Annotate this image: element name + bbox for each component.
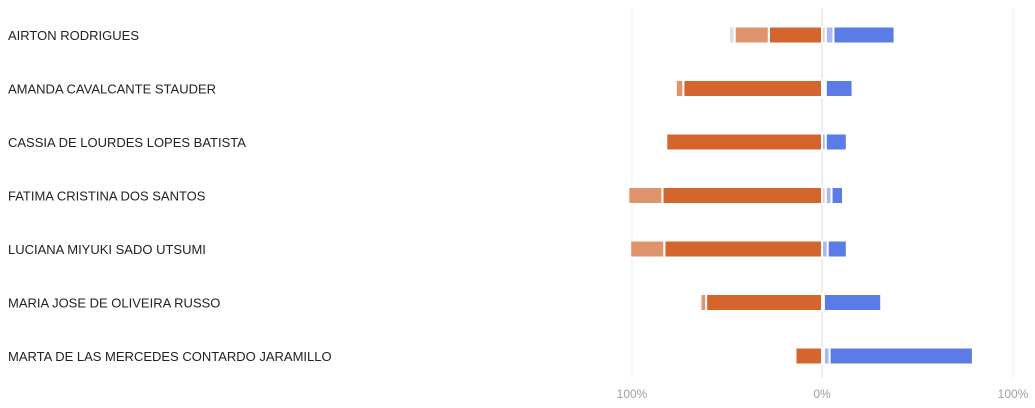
x-tick-label: 100% [617, 387, 648, 401]
bar-segment [832, 25, 896, 45]
bar-segment [828, 346, 974, 366]
category-label: CASSIA DE LOURDES LOPES BATISTA [8, 135, 246, 150]
bar-segment [661, 186, 824, 205]
bar-segment [627, 186, 664, 205]
bar-segment [665, 132, 824, 152]
bar-segment [830, 186, 845, 205]
bar-layer [625, 25, 974, 366]
bar-segment [824, 79, 854, 98]
category-label: AIRTON RODRIGUES [8, 28, 139, 43]
bar-segment [672, 79, 677, 98]
category-label: LUCIANA MIYUKI SADO UTSUMI [8, 242, 206, 257]
bar-segment [826, 239, 848, 259]
bar-segment [790, 346, 795, 366]
bar-segment [682, 79, 823, 98]
bar-segment [661, 132, 666, 152]
category-label: MARTA DE LAS MERCEDES CONTARDO JARAMILLO [8, 349, 332, 364]
bar-segment [697, 293, 702, 312]
bar-segment [767, 25, 823, 45]
bar-segment [629, 239, 666, 259]
bar-segment [674, 79, 685, 98]
bar-segment [625, 186, 630, 205]
bar-segment [824, 25, 835, 45]
bar-segment [822, 293, 883, 312]
bar-segment [663, 239, 823, 259]
bar-segment [794, 346, 824, 366]
bar-segment [627, 239, 632, 259]
category-labels: AIRTON RODRIGUES AMANDA CAVALCANTE STAUDE… [8, 28, 332, 364]
category-label: FATIMA CRISTINA DOS SANTOS [8, 189, 206, 204]
bar-segment [824, 132, 848, 152]
x-tick-label: 0% [813, 387, 831, 401]
bar-segment [705, 293, 823, 312]
bar-segment [733, 25, 770, 45]
category-label: MARIA JOSE DE OLIVEIRA RUSSO [8, 296, 220, 311]
category-label: AMANDA CAVALCANTE STAUDER [8, 82, 216, 97]
bar-segment [727, 25, 736, 45]
x-tick-label: 100% [998, 387, 1029, 401]
x-axis-ticks: 100% 0% 100% [617, 387, 1029, 401]
